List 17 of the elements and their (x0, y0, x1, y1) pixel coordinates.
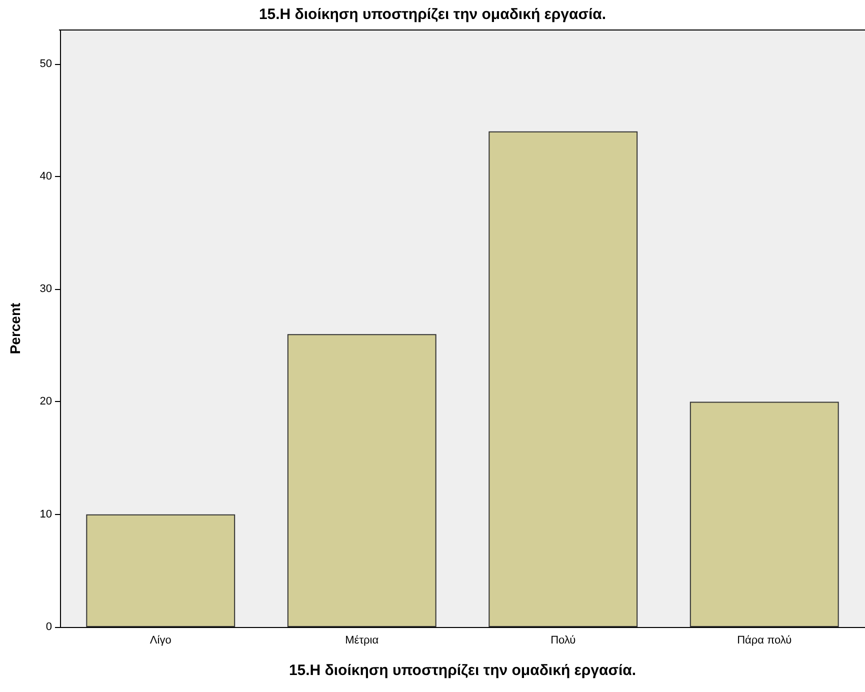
y-tick-label: 10 (40, 508, 52, 520)
x-tick-label: Λίγο (150, 634, 172, 646)
bar (86, 514, 236, 627)
bar (287, 334, 436, 627)
x-tick-label: Μέτρια (345, 634, 380, 646)
y-tick-label: 20 (40, 396, 52, 408)
chart-title: 15.Η διοίκηση υποστηρίζει την ομαδική εργασία. (258, 6, 606, 23)
x-tick-label: Πάρα πολύ (737, 634, 792, 646)
y-tick-label: 30 (40, 283, 52, 296)
x-tick-label: Πολύ (550, 634, 576, 646)
y-tick-label: 50 (40, 58, 52, 70)
bar (690, 402, 839, 627)
y-tick-label: 0 (46, 621, 52, 633)
x-axis-title: 15.Η διοίκηση υποστηρίζει την ομαδική εργασία. (288, 662, 636, 679)
y-axis-title: Percent (7, 302, 23, 354)
bar (488, 131, 638, 627)
y-tick-label: 40 (40, 170, 52, 182)
